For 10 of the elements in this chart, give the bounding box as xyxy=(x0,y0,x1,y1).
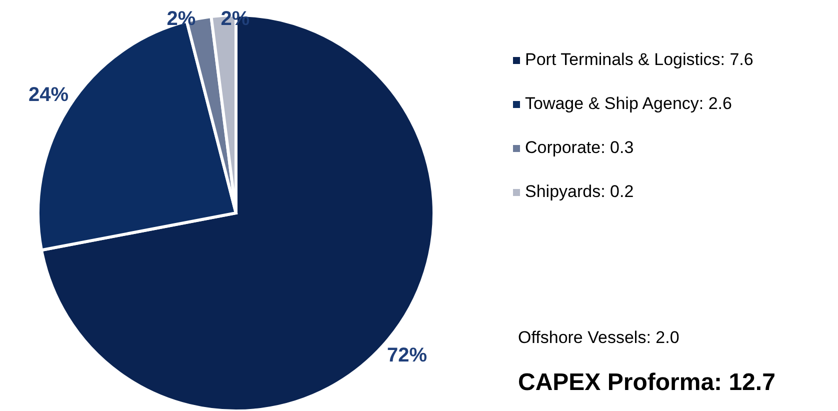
data-label: 24% xyxy=(28,84,69,106)
legend-label: Shipyards: 0.2 xyxy=(525,182,634,201)
text: CAPEX Proforma: 12.7 xyxy=(518,369,776,396)
data-label: 2% xyxy=(220,8,250,30)
legend-label: Towage & Ship Agency: 2.6 xyxy=(525,94,732,113)
data-label: 72% xyxy=(387,344,428,367)
data-label: 2% xyxy=(166,8,196,30)
legend-label: Corporate: 0.3 xyxy=(525,138,634,157)
legend-label: Port Terminals & Logistics: 7.6 xyxy=(525,50,754,69)
text: Offshore Vessels: 2.0 xyxy=(518,328,680,347)
